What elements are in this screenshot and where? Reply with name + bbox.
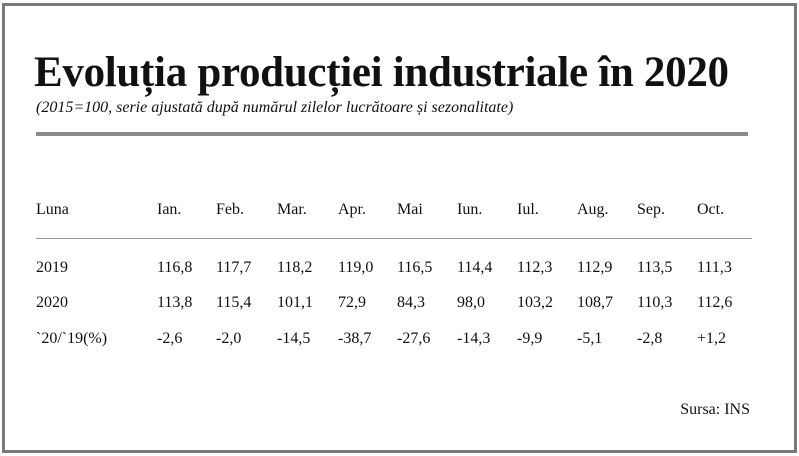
table-cell: 112,3	[517, 259, 553, 276]
table-cell: 111,3	[697, 259, 732, 276]
table-cell: 110,3	[637, 294, 673, 311]
header-divider	[36, 238, 752, 239]
table-cell: 113,8	[157, 294, 193, 311]
table-cell: -2,8	[637, 330, 663, 347]
table-cell: 101,1	[277, 294, 313, 311]
table-cell: 72,9	[338, 294, 366, 311]
table-cell: 112,6	[697, 294, 733, 311]
table-cell: 118,2	[277, 259, 313, 276]
table-cell: 108,7	[577, 294, 613, 311]
table-cell: 115,4	[216, 294, 252, 311]
table-cell: -14,3	[457, 330, 491, 347]
table-cell: +1,2	[697, 330, 727, 347]
header-month: Mar.	[277, 201, 307, 218]
table-cell: -5,1	[577, 330, 603, 347]
table-cell: -27,6	[397, 330, 431, 347]
table-cell: -38,7	[338, 330, 372, 347]
table-cell: 84,3	[397, 294, 425, 311]
source-note: Sursa: INS	[680, 401, 750, 418]
header-label: Luna	[36, 201, 69, 218]
table-cell: 112,9	[577, 259, 613, 276]
header-month: Iun.	[457, 201, 483, 218]
table-subtitle: (2015=100, serie ajustată după numărul z…	[36, 99, 514, 116]
header-month: Ian.	[157, 201, 182, 218]
table-cell: 119,0	[338, 259, 374, 276]
table-cell: 116,8	[157, 259, 193, 276]
table-cell: -14,5	[277, 330, 311, 347]
row-label: 2019	[36, 259, 68, 276]
table-cell: 114,4	[457, 259, 493, 276]
table-cell: 98,0	[457, 294, 485, 311]
header-month: Iul.	[517, 201, 539, 218]
header-month: Feb.	[216, 201, 244, 218]
table-cell: 103,2	[517, 294, 553, 311]
table-title: Evoluția producției industriale în 2020	[34, 49, 729, 96]
row-label: `20/`19(%)	[36, 330, 108, 347]
table-cell: -9,9	[517, 330, 543, 347]
table-cell: 116,5	[397, 259, 433, 276]
header-month: Mai	[397, 201, 423, 218]
header-month: Apr.	[338, 201, 366, 218]
table-cell: 117,7	[216, 259, 252, 276]
table-cell: -2,6	[157, 330, 183, 347]
table-cell: 113,5	[637, 259, 673, 276]
title-divider	[36, 132, 748, 136]
header-month: Oct.	[697, 201, 725, 218]
table-cell: -2,0	[216, 330, 242, 347]
figure-frame	[2, 3, 797, 453]
row-label: 2020	[36, 294, 68, 311]
header-month: Sep.	[637, 201, 665, 218]
header-month: Aug.	[577, 201, 609, 218]
